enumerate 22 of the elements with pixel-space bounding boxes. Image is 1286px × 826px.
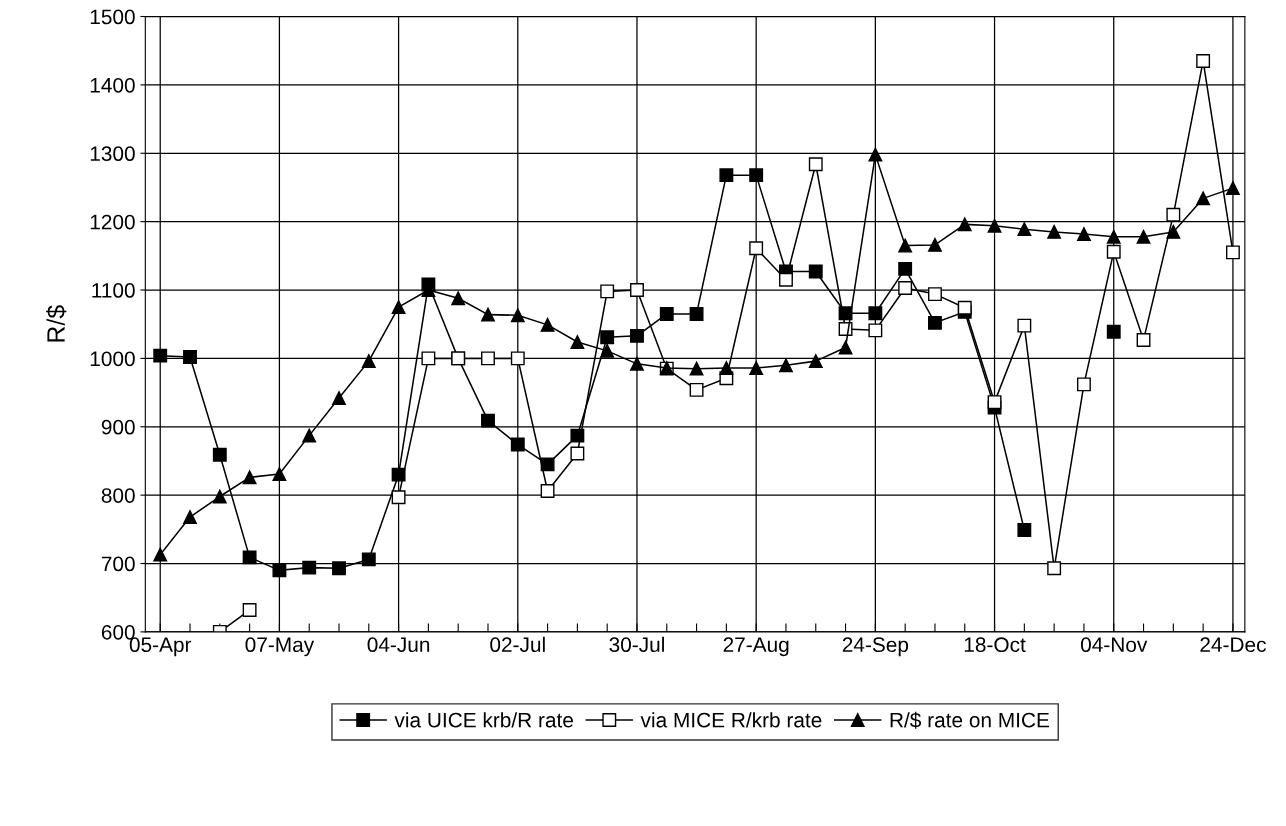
- y-tick-label: 1500: [90, 9, 135, 25]
- y-axis-title: R/$: [46, 305, 67, 342]
- x-tick-label: 02-Jul: [490, 636, 545, 653]
- x-tick-label: 18-Oct: [964, 637, 1026, 653]
- y-tick-label: 800: [101, 488, 135, 503]
- x-tick-label: 24-Sep: [842, 637, 909, 657]
- y-tick-label: 1200: [90, 214, 135, 230]
- y-tick-label: 900: [101, 419, 135, 435]
- x-tick-label: 04-Jun: [367, 637, 430, 653]
- legend-label: R/$ rate on MICE: [890, 711, 1049, 729]
- y-tick-label: 1000: [90, 351, 135, 367]
- y-tick-label: 1300: [90, 146, 135, 162]
- x-tick-label: 27-Aug: [723, 637, 789, 657]
- x-tick-label: 07-May: [245, 637, 315, 657]
- y-tick-label: 1100: [92, 283, 135, 298]
- legend-label: via UICE krb/R rate: [394, 712, 573, 728]
- legend-label: via MICE R/krb rate: [640, 712, 822, 728]
- y-tick-label: 1400: [90, 77, 135, 93]
- y-tick-label: 700: [101, 556, 135, 572]
- x-tick-label: 24-Dec: [1200, 637, 1266, 653]
- x-tick-label: 04-Nov: [1080, 637, 1148, 653]
- x-tick-label: 30-Jul: [609, 636, 664, 653]
